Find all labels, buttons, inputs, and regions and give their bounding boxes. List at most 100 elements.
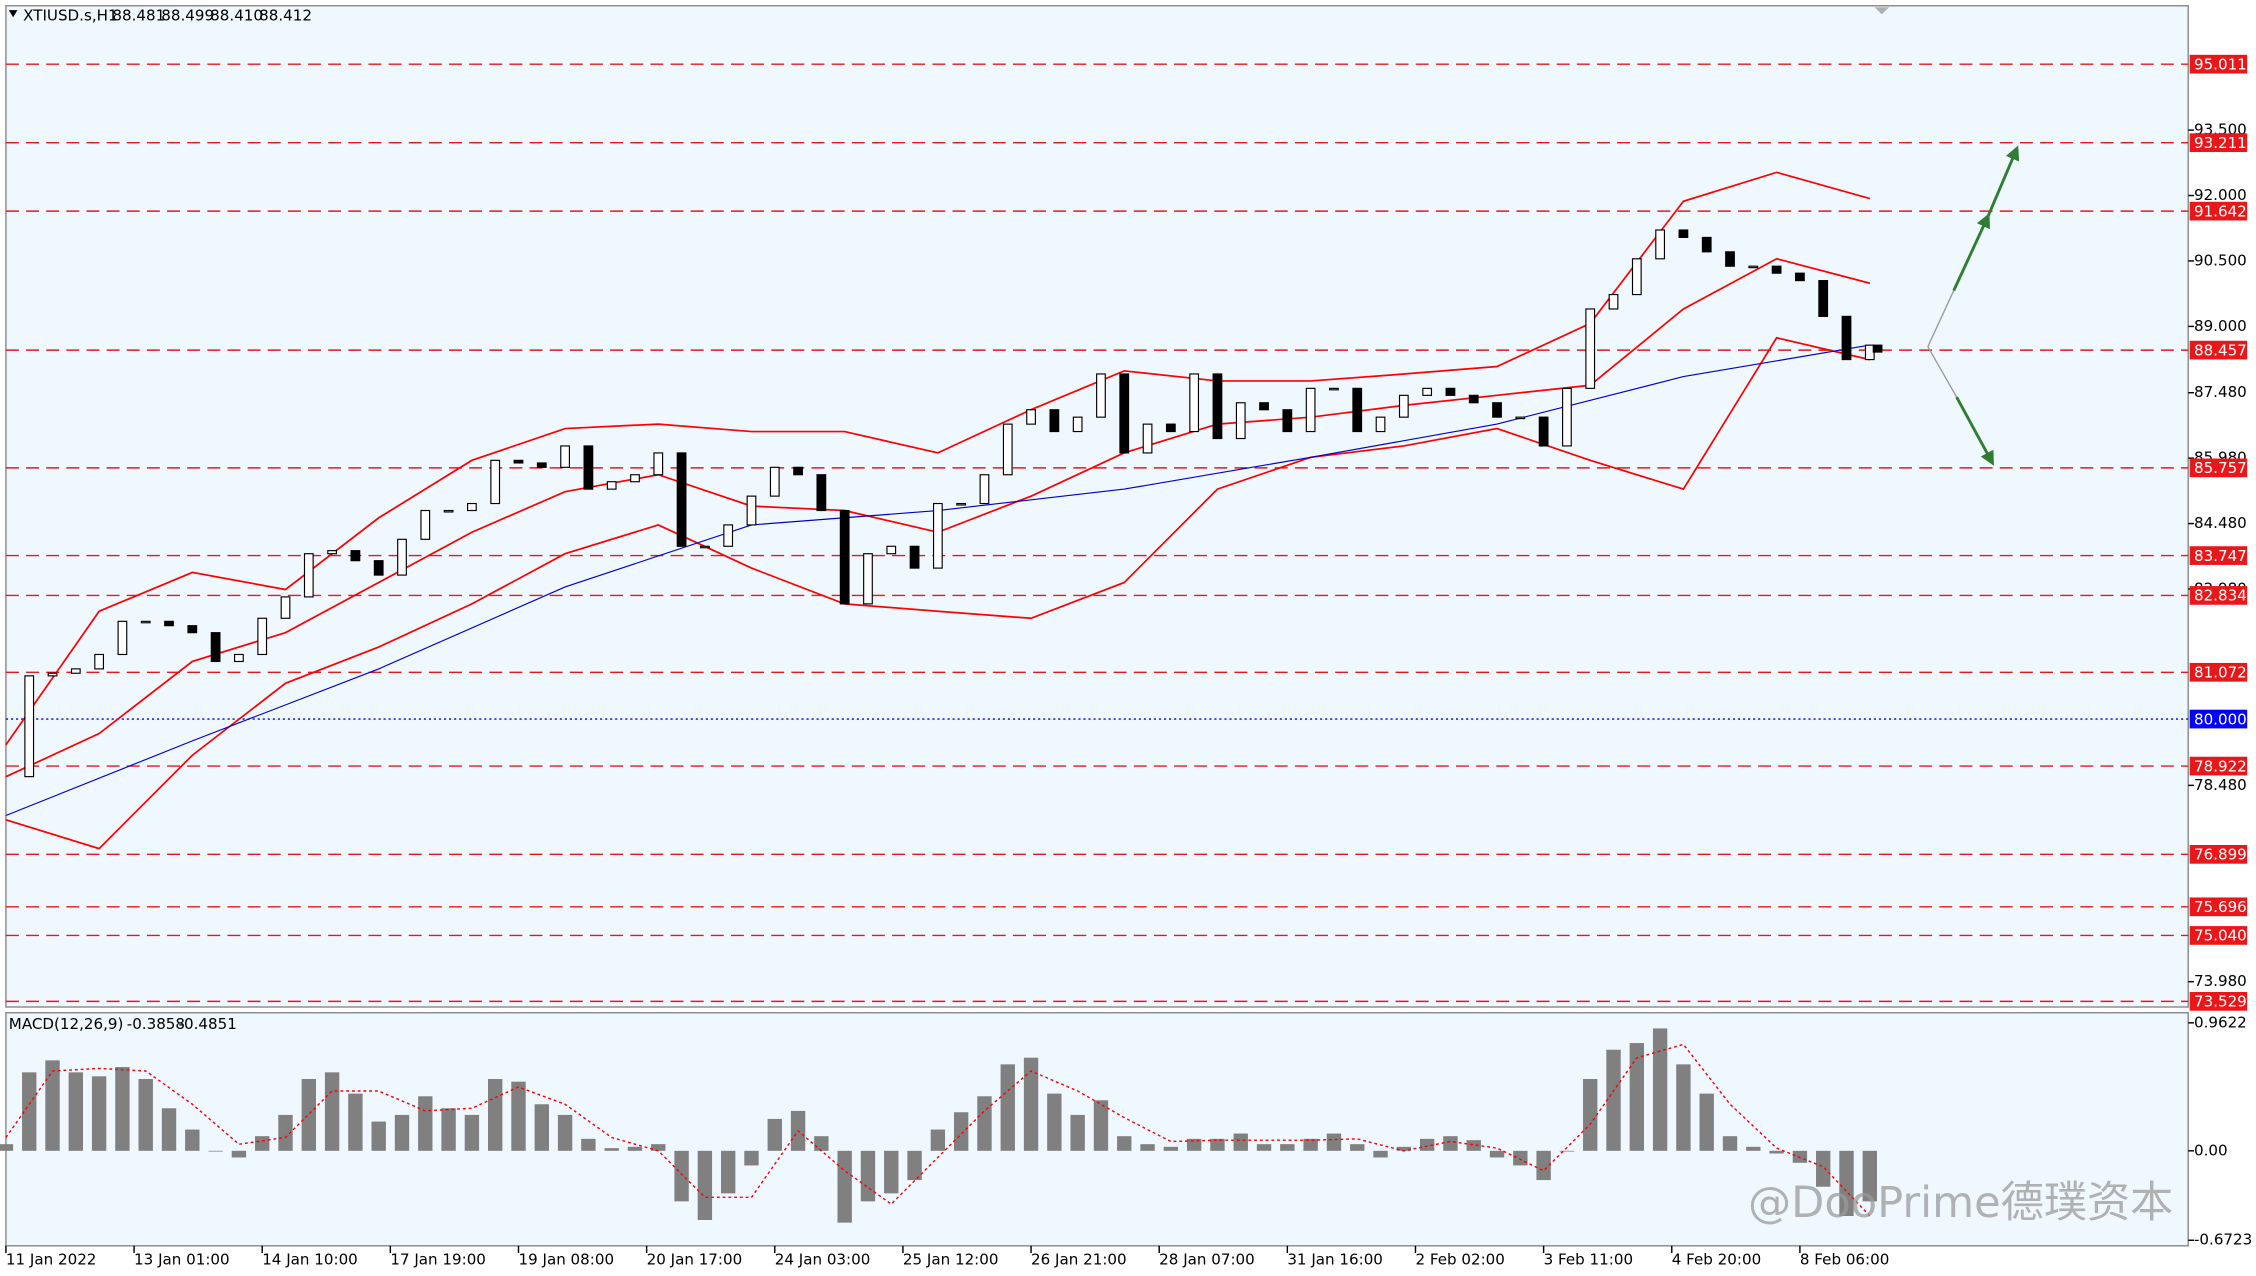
y-tick-label: 73.980: [2194, 972, 2247, 990]
candle: [560, 445, 570, 468]
histogram-bar: [1536, 1150, 1551, 1181]
histogram-bar: [301, 1078, 316, 1151]
level-label-box: [2189, 844, 2248, 864]
candle: [24, 675, 35, 778]
histogram-bar: [231, 1150, 247, 1158]
histogram-bar: [884, 1150, 899, 1194]
indicator-label: MACD(12,26,9): [9, 1015, 124, 1033]
x-tick-label: 14 Jan 10:00: [262, 1251, 358, 1269]
histogram-bar: [1722, 1136, 1738, 1151]
level-label-box: [2189, 662, 2248, 682]
level-label-box: [2189, 709, 2248, 729]
candle: [490, 459, 501, 505]
candle: [350, 550, 361, 562]
candle: [1352, 387, 1363, 433]
indicator-value: -0.3858: [127, 1015, 185, 1033]
shift-marker: [1874, 7, 1889, 15]
candle: [863, 553, 873, 605]
candle: [257, 617, 268, 656]
y-tick-label: 84.480: [2194, 514, 2247, 532]
candle: [1212, 373, 1223, 440]
histogram-bar: [1746, 1146, 1761, 1151]
histogram-bar: [208, 1150, 223, 1152]
histogram-bar: [744, 1150, 759, 1166]
histogram-bar: [1559, 1150, 1575, 1152]
candle: [1795, 272, 1805, 282]
candle: [1259, 402, 1269, 411]
candle: [280, 596, 291, 619]
histogram-bar: [488, 1078, 503, 1151]
candle: [47, 672, 58, 677]
level-label-box: [2189, 926, 2248, 945]
histogram-bar: [1466, 1140, 1481, 1151]
histogram-bar: [348, 1093, 363, 1151]
level-label: 91.642: [2194, 202, 2247, 220]
level-label-box: [2189, 897, 2248, 917]
histogram-bar: [627, 1146, 643, 1151]
histogram-bar: [860, 1150, 876, 1202]
candle: [1072, 416, 1083, 433]
histogram-bar: [1396, 1146, 1412, 1151]
histogram-bar: [1256, 1144, 1272, 1151]
candle: [373, 560, 384, 576]
candle: [164, 620, 174, 627]
histogram-bar: [394, 1114, 410, 1151]
menu-triangle: [8, 10, 18, 18]
histogram-bar: [1000, 1064, 1015, 1151]
level-label: 78.922: [2194, 757, 2247, 775]
histogram-bar: [441, 1108, 456, 1151]
level-label: 76.899: [2194, 846, 2247, 864]
histogram-bar: [651, 1144, 666, 1151]
candle: [676, 452, 687, 547]
series-line: [5, 171, 1871, 746]
down-arrow: [1955, 396, 1994, 466]
histogram-bar: [1303, 1138, 1318, 1151]
level-label: 88.457: [2194, 341, 2247, 359]
histogram-bar: [930, 1129, 946, 1151]
candle: [94, 653, 105, 670]
histogram-bar: [1629, 1043, 1645, 1151]
level-label: 93.211: [2194, 134, 2247, 152]
y-tick-label: 89.000: [2194, 317, 2247, 335]
x-tick-label: 11 Jan 2022: [6, 1251, 96, 1269]
histogram-bar: [1373, 1150, 1388, 1158]
candle: [210, 632, 221, 663]
candle: [630, 474, 640, 483]
histogram-bar: [185, 1129, 200, 1151]
candle: [746, 495, 757, 526]
histogram-bar: [674, 1150, 689, 1202]
histogram-bar: [1280, 1144, 1295, 1151]
price-panel: [5, 5, 2189, 1008]
histogram-bar: [161, 1108, 177, 1151]
candle: [1235, 402, 1246, 440]
candle: [886, 545, 897, 555]
candle: [1771, 265, 1782, 274]
level-label: 82.834: [2194, 587, 2247, 605]
candle: [1422, 387, 1433, 396]
histogram-bar: [557, 1114, 573, 1151]
histogram-bar: [1839, 1150, 1854, 1216]
candle: [583, 445, 594, 490]
candle: [1002, 423, 1013, 476]
candle: [1841, 315, 1852, 361]
candle: [606, 481, 617, 490]
candle: [699, 545, 710, 549]
candle: [1631, 258, 1642, 296]
candle: [1725, 251, 1735, 267]
candle: [839, 509, 850, 605]
candle: [1678, 229, 1689, 238]
level-label-box: [2189, 54, 2248, 74]
histogram-bar: [91, 1076, 107, 1151]
x-tick-label: 25 Jan 12:00: [903, 1251, 999, 1269]
histogram-bar: [511, 1081, 526, 1151]
candle: [303, 553, 314, 598]
histogram-bar: [22, 1072, 37, 1151]
x-tick-label: 4 Feb 20:00: [1672, 1251, 1761, 1269]
y-tick-label: 90.500: [2194, 251, 2247, 269]
histogram-bar: [115, 1067, 130, 1151]
histogram-bar: [418, 1096, 433, 1151]
candle: [443, 509, 454, 513]
candle: [1329, 387, 1339, 391]
histogram-bar: [278, 1114, 293, 1151]
candle: [536, 462, 547, 468]
